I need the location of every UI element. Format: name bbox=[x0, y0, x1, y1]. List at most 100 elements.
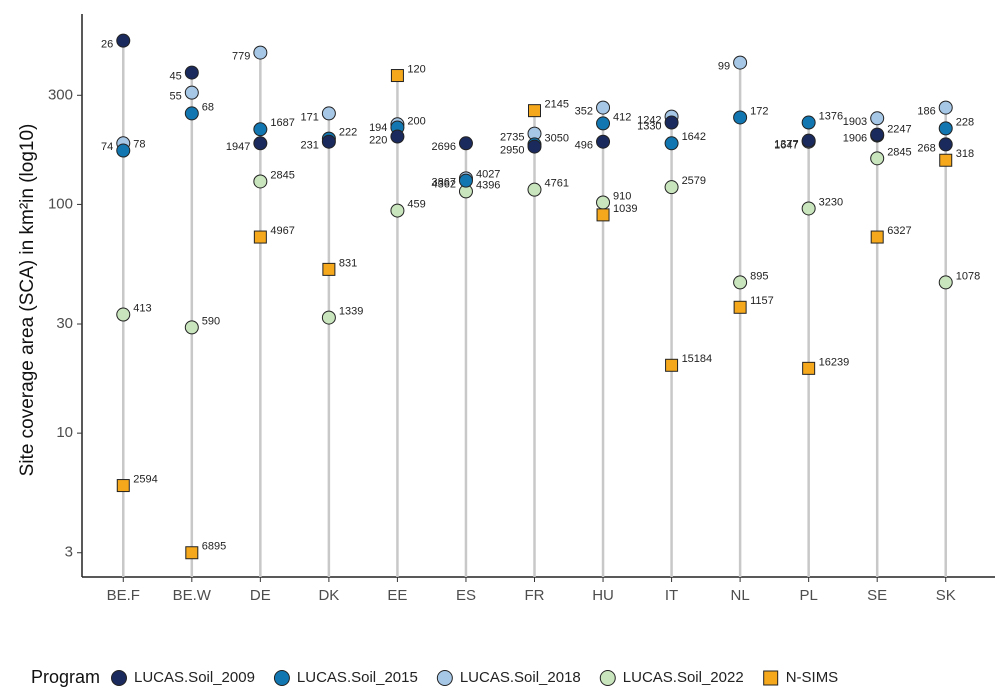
circle-marker bbox=[321, 106, 336, 121]
data-label: 68 bbox=[202, 101, 214, 113]
legend-label: LUCAS.Soil_2009 bbox=[134, 669, 255, 686]
data-label: 3867 bbox=[431, 176, 455, 188]
circle-marker bbox=[253, 122, 268, 137]
circle-marker bbox=[253, 136, 268, 151]
circle-marker bbox=[527, 139, 542, 154]
square-marker bbox=[185, 546, 199, 560]
x-tick-label: ES bbox=[456, 587, 476, 604]
data-label: 1330 bbox=[637, 120, 661, 132]
data-label: 412 bbox=[613, 111, 631, 123]
x-tick-label: EE bbox=[387, 587, 407, 604]
square-marker bbox=[596, 208, 610, 222]
legend-marker bbox=[111, 670, 127, 686]
data-label: 590 bbox=[202, 315, 220, 327]
x-tick-label: NL bbox=[731, 587, 750, 604]
data-label: 6327 bbox=[887, 225, 911, 237]
data-label: 4027 bbox=[476, 169, 500, 181]
circle-marker bbox=[184, 85, 199, 100]
data-label: 16239 bbox=[819, 356, 850, 368]
data-label: 6895 bbox=[202, 541, 226, 553]
circle-marker bbox=[733, 110, 748, 125]
data-label: 910 bbox=[613, 190, 631, 202]
circle-marker bbox=[253, 174, 268, 189]
circle-marker bbox=[801, 115, 816, 130]
circle-marker bbox=[938, 121, 953, 136]
data-label: 228 bbox=[956, 116, 974, 128]
circle-marker bbox=[664, 136, 679, 151]
data-label: 895 bbox=[750, 270, 768, 282]
circle-marker bbox=[733, 275, 748, 290]
circle-marker bbox=[596, 134, 611, 149]
data-label: 3230 bbox=[819, 196, 843, 208]
data-label: 2594 bbox=[133, 473, 157, 485]
circle-marker bbox=[870, 151, 885, 166]
y-axis-title: Site coverage area (SCA) in km²in (log10… bbox=[17, 124, 38, 477]
data-label: 4362 bbox=[431, 179, 455, 191]
data-label: 1376 bbox=[819, 110, 843, 122]
x-tick-label: BE.F bbox=[107, 587, 140, 604]
y-tick-label: 300 bbox=[48, 86, 73, 103]
circle-marker bbox=[116, 33, 131, 48]
data-label: 1947 bbox=[226, 141, 250, 153]
data-label: 2696 bbox=[431, 141, 455, 153]
data-label: 4967 bbox=[270, 225, 294, 237]
circle-marker bbox=[596, 195, 611, 210]
legend-marker bbox=[436, 670, 453, 686]
x-tick-label: BE.W bbox=[173, 587, 212, 604]
square-marker bbox=[939, 153, 953, 167]
data-label: 496 bbox=[575, 140, 593, 152]
legend-label: LUCAS.Soil_2015 bbox=[297, 669, 418, 686]
x-tick-label: DK bbox=[318, 587, 339, 604]
data-label: 268 bbox=[917, 142, 935, 154]
data-label: 2247 bbox=[887, 123, 911, 135]
circle-marker bbox=[184, 65, 199, 80]
data-label: 2145 bbox=[545, 99, 569, 111]
data-label: 2950 bbox=[500, 144, 524, 156]
circle-marker bbox=[938, 137, 953, 152]
circle-marker bbox=[664, 180, 679, 195]
circle-marker bbox=[184, 320, 199, 335]
circle-marker bbox=[390, 129, 405, 144]
data-label: 186 bbox=[917, 106, 935, 118]
circle-marker bbox=[801, 201, 816, 216]
circle-marker bbox=[870, 111, 885, 126]
data-label: 779 bbox=[232, 51, 250, 63]
square-marker bbox=[528, 104, 541, 118]
y-tick-label: 10 bbox=[56, 424, 73, 441]
data-label: 220 bbox=[369, 134, 387, 146]
data-label: 1377 bbox=[774, 139, 798, 151]
data-label: 45 bbox=[170, 70, 182, 82]
data-label: 2735 bbox=[500, 132, 524, 144]
circle-marker bbox=[527, 182, 542, 197]
circle-marker bbox=[184, 106, 199, 121]
data-label: 1157 bbox=[750, 295, 774, 307]
data-label: 26 bbox=[101, 39, 113, 51]
data-label: 2845 bbox=[270, 169, 294, 181]
data-label: 3050 bbox=[545, 132, 569, 144]
legend-marker bbox=[273, 670, 290, 686]
data-label: 172 bbox=[750, 105, 768, 117]
data-label: 1642 bbox=[682, 131, 706, 143]
data-label: 459 bbox=[407, 198, 425, 210]
circle-marker bbox=[938, 100, 953, 115]
x-tick-label: PL bbox=[799, 587, 817, 604]
y-tick-label: 30 bbox=[56, 315, 73, 332]
square-marker bbox=[253, 230, 267, 244]
x-tick-label: FR bbox=[525, 587, 545, 604]
x-tick-label: IT bbox=[665, 587, 678, 604]
circle-marker bbox=[664, 115, 679, 130]
circle-marker bbox=[253, 45, 268, 60]
data-label: 74 bbox=[101, 141, 113, 153]
data-label: 4396 bbox=[476, 179, 500, 191]
circle-marker bbox=[733, 55, 748, 70]
circle-marker bbox=[321, 310, 336, 325]
circle-marker bbox=[870, 127, 885, 142]
circle-marker bbox=[390, 203, 405, 218]
circle-marker bbox=[116, 143, 131, 158]
legend-label: N-SIMS bbox=[786, 669, 839, 686]
square-marker bbox=[802, 361, 816, 375]
data-label: 15184 bbox=[682, 353, 713, 365]
data-label: 1339 bbox=[339, 306, 363, 318]
square-marker bbox=[390, 69, 404, 83]
